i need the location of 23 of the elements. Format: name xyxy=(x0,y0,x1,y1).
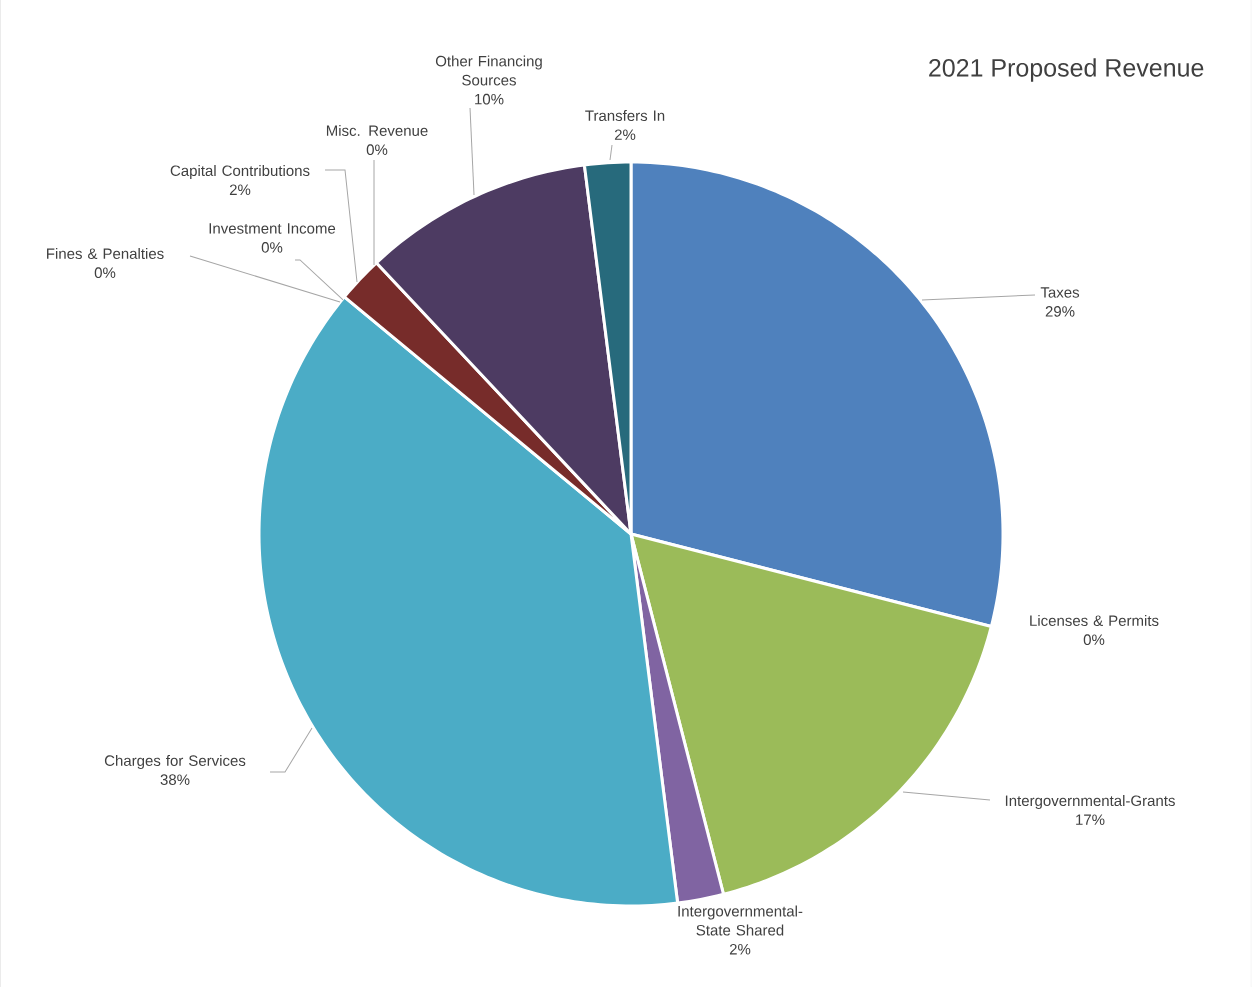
slice-label: Other Financing Sources xyxy=(435,55,542,86)
data-label: 2% xyxy=(729,943,751,955)
text: 0% xyxy=(366,144,388,155)
text: 0% xyxy=(94,267,116,278)
data-label: 17% xyxy=(1076,814,1105,825)
category-label: Fines & Penalties xyxy=(47,247,164,259)
slice-label: Transfers In xyxy=(585,110,665,122)
slice-label: Charges for Services xyxy=(104,754,246,769)
category-label: Investment Income xyxy=(209,223,336,234)
text: 0% xyxy=(1083,634,1105,645)
data-label: 38% xyxy=(160,774,190,785)
slice-label: Taxes xyxy=(1040,287,1080,298)
slice-label: Intergovernmental-Grants xyxy=(1005,795,1175,809)
slice-label: Capital Contributions xyxy=(170,165,310,179)
slice-label: Intergovernmental-State Shared xyxy=(678,905,803,936)
data-label: 2% xyxy=(614,129,636,140)
category-label: Licenses & Permits xyxy=(1030,614,1159,626)
text: 0% xyxy=(261,242,283,253)
data-label: 2% xyxy=(229,184,251,195)
data-label: 29% xyxy=(1045,306,1075,317)
chart-title: 2021 Proposed Revenue xyxy=(929,58,1204,82)
category-label: Misc. Revenue xyxy=(326,124,428,136)
data-label: 10% xyxy=(475,93,504,105)
